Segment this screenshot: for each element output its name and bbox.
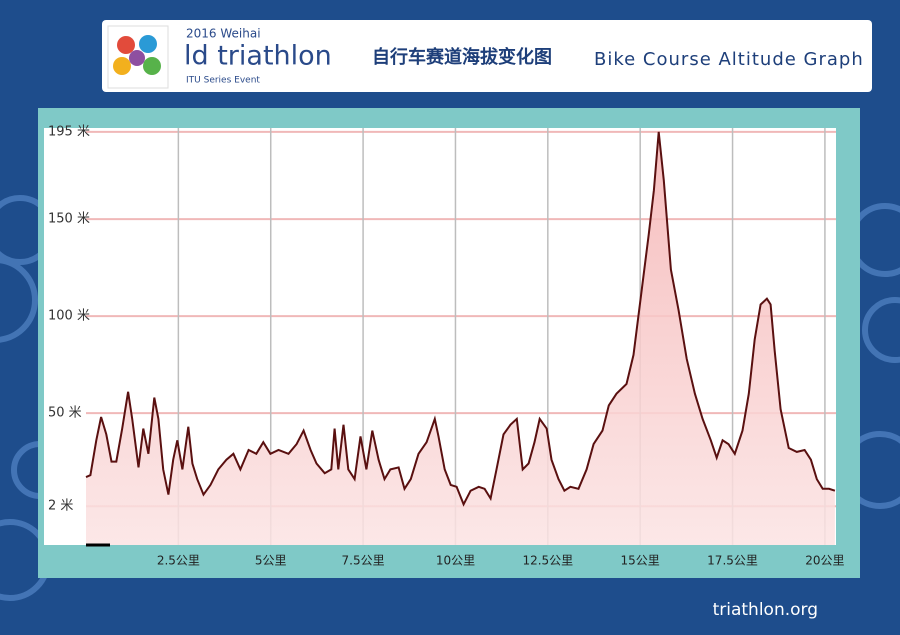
x-tick-label: 5公里 (255, 554, 287, 568)
chart-subtitle: Bike Course Altitude Graph (594, 49, 864, 70)
area-fill (86, 131, 835, 545)
event-year: 2016 Weihai (186, 27, 261, 41)
header-band (102, 20, 872, 92)
y-tick-label: 100 米 (48, 309, 90, 324)
x-tick-label: 15公里 (621, 554, 660, 568)
x-tick-label: 2.5公里 (157, 554, 200, 568)
y-tick-label: 50 米 (48, 406, 82, 421)
x-tick-label: 17.5公里 (707, 554, 758, 568)
x-tick-label: 20公里 (805, 554, 844, 568)
y-tick-label: 150 米 (48, 212, 90, 227)
y-tick-label: 195 米 (48, 124, 90, 139)
y-tick-label: 2 米 (48, 499, 73, 514)
x-tick-label: 10公里 (436, 554, 475, 568)
x-tick-label: 12.5公里 (522, 554, 573, 568)
footer-logo: triathlon.org (713, 600, 818, 620)
series-label: ITU Series Event (186, 76, 260, 86)
x-tick-label: 7.5公里 (342, 554, 385, 568)
chart-title: 自行车赛道海拔变化图 (372, 46, 552, 68)
event-logo (107, 25, 169, 89)
brand: ld triathlon (184, 41, 332, 72)
altitude-line (85, 131, 836, 507)
